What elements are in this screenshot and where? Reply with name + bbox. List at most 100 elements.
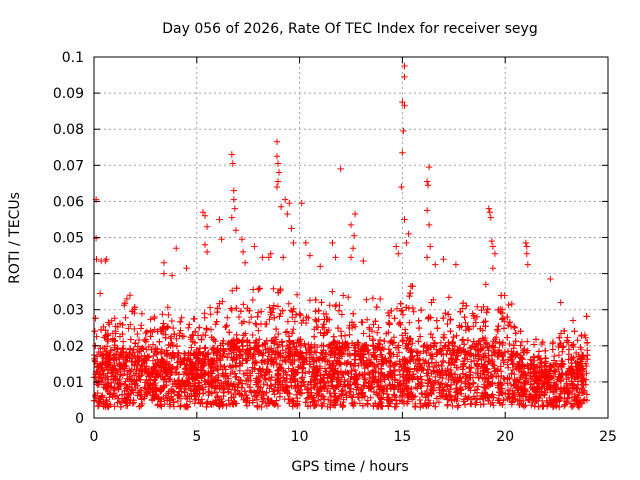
data-point (398, 332, 406, 339)
data-point (191, 351, 198, 358)
data-point (348, 367, 355, 374)
data-point (134, 330, 141, 338)
data-point (404, 344, 411, 351)
data-point (95, 398, 102, 406)
data-point (312, 376, 319, 383)
data-point (372, 345, 379, 352)
data-point (136, 348, 143, 355)
data-point (216, 403, 223, 410)
data-point (455, 402, 462, 409)
data-point (253, 396, 261, 403)
data-point (278, 381, 286, 389)
data-point (367, 394, 374, 401)
data-point (255, 327, 262, 334)
data-point (116, 320, 124, 327)
data-point (216, 300, 223, 307)
data-point (93, 397, 101, 405)
data-point (481, 361, 488, 369)
chart-title: Day 056 of 2026, Rate Of TEC Index for r… (162, 21, 537, 37)
data-point (351, 347, 358, 354)
data-point (577, 356, 585, 363)
data-point (141, 393, 148, 401)
data-point (414, 375, 421, 382)
data-point (318, 402, 325, 410)
data-point (386, 397, 393, 404)
data-point (171, 377, 178, 385)
data-point (424, 377, 432, 384)
data-point (370, 349, 377, 356)
data-point (126, 383, 133, 390)
data-point (256, 285, 263, 292)
data-point (377, 370, 385, 377)
data-point (372, 318, 379, 325)
data-point (342, 347, 349, 354)
data-point (522, 393, 529, 400)
data-point (252, 320, 259, 327)
data-point (504, 334, 511, 341)
data-point (397, 307, 405, 315)
data-point (183, 402, 191, 410)
data-point (399, 311, 407, 318)
data-point (505, 301, 512, 309)
data-point (277, 353, 284, 360)
data-point (260, 380, 267, 388)
data-point (368, 327, 376, 335)
data-point (410, 373, 418, 380)
data-point (249, 364, 256, 371)
data-point (151, 377, 158, 384)
data-point (170, 399, 177, 406)
data-point (273, 360, 280, 367)
data-point (100, 403, 107, 410)
data-point (456, 324, 463, 331)
data-point (423, 391, 431, 398)
data-point (370, 388, 378, 396)
data-point (117, 382, 124, 390)
data-point (157, 388, 164, 395)
data-point (411, 393, 419, 400)
data-point (540, 402, 547, 409)
data-point (303, 358, 310, 365)
data-point (463, 375, 471, 383)
data-point (538, 340, 546, 348)
data-point (414, 357, 422, 365)
data-point (485, 375, 492, 382)
data-point (127, 321, 134, 328)
data-point (294, 378, 301, 385)
data-point (306, 368, 313, 375)
data-point (230, 381, 237, 388)
data-point (364, 401, 371, 408)
data-points (90, 62, 591, 411)
data-point (471, 343, 478, 350)
data-point (352, 371, 360, 378)
data-point (403, 379, 411, 387)
data-point (220, 392, 227, 400)
data-point (385, 319, 392, 326)
data-point (137, 376, 144, 383)
data-point (433, 317, 440, 324)
data-point (310, 354, 317, 362)
data-point (550, 403, 557, 410)
data-point (102, 354, 110, 361)
data-point (329, 360, 336, 367)
data-point (345, 294, 352, 301)
data-point (249, 397, 256, 404)
data-point (581, 331, 589, 339)
data-point (164, 304, 171, 311)
data-point (510, 323, 518, 330)
data-point (333, 344, 340, 351)
data-point (221, 363, 228, 370)
data-point (164, 351, 171, 358)
data-point (248, 389, 255, 396)
data-point (251, 344, 258, 351)
data-point (571, 391, 578, 398)
data-point (298, 319, 305, 327)
data-point (450, 377, 457, 384)
data-point (157, 361, 164, 368)
data-point (111, 384, 118, 391)
data-point (320, 400, 327, 407)
data-point (284, 318, 292, 325)
data-point (255, 378, 262, 385)
data-point (234, 383, 241, 391)
data-point (239, 380, 246, 387)
data-point (457, 387, 464, 394)
